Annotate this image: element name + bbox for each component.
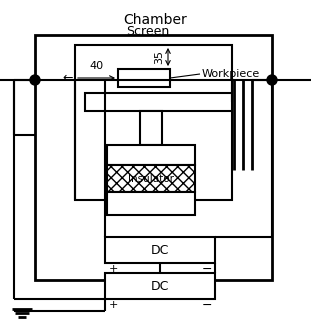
Bar (107, 192, 195, 215)
Text: 40: 40 (90, 61, 104, 71)
Bar (35, 35, 272, 280)
Bar (140, 111, 162, 145)
Circle shape (30, 75, 40, 85)
Bar (105, 237, 215, 263)
Text: Insulator: Insulator (128, 174, 174, 184)
Text: Workpiece: Workpiece (202, 69, 260, 79)
Text: ←: ← (63, 71, 73, 84)
Bar (118, 69, 170, 87)
Text: Chamber: Chamber (123, 13, 187, 27)
Text: +: + (108, 264, 118, 274)
Text: DC: DC (151, 279, 169, 292)
Text: DC: DC (151, 244, 169, 257)
Bar (105, 273, 215, 299)
Text: −: − (202, 263, 212, 275)
Text: −: − (202, 298, 212, 312)
Text: 35: 35 (154, 50, 164, 64)
Bar (85, 93, 232, 111)
Text: +: + (108, 300, 118, 310)
Bar (75, 45, 232, 200)
Circle shape (267, 75, 277, 85)
Bar (107, 145, 195, 165)
Text: Screen: Screen (126, 24, 169, 38)
Bar (107, 165, 195, 192)
